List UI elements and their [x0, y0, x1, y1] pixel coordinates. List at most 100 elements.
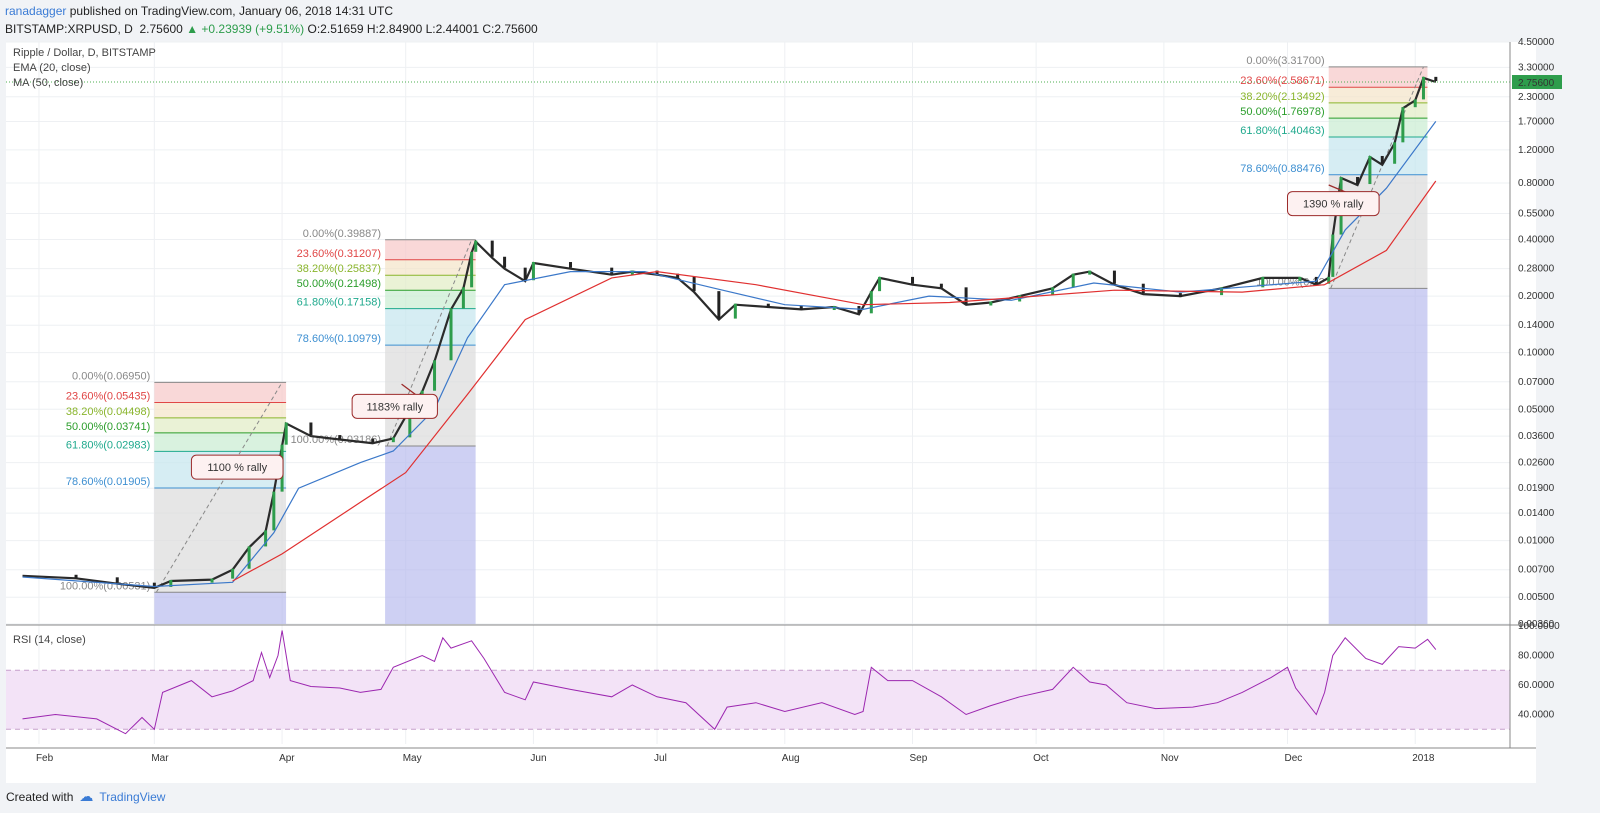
price-candle — [569, 262, 573, 268]
price-candle — [869, 291, 873, 314]
price-candle — [152, 582, 156, 587]
fib-level-label: 78.60%(0.10979) — [297, 333, 381, 345]
ma-series — [232, 180, 1437, 582]
ohlc-text: O:2.51659 H:2.84900 L:2.44001 C:2.75600 — [307, 22, 538, 36]
price-candle — [964, 287, 968, 304]
fib-extension-zone — [385, 446, 476, 624]
price-candle — [733, 303, 737, 319]
fib-level-label: 23.60%(0.31207) — [297, 248, 381, 260]
footer: Created with ☁ TradingView — [6, 788, 165, 805]
month-tick-label: 2018 — [1412, 753, 1435, 764]
price-candle — [1331, 234, 1335, 277]
price-candle — [74, 574, 78, 579]
fib-level-label: 100.00%(0.00531) — [60, 580, 151, 592]
rsi-series — [22, 630, 1437, 735]
fib-level-label: 61.80%(0.17158) — [297, 297, 381, 309]
price-tick-label: 0.00700 — [1518, 565, 1555, 576]
month-tick-label: May — [403, 753, 422, 764]
price-candle — [717, 291, 721, 319]
rsi-tick-label: 60.0000 — [1518, 680, 1555, 691]
fib-level-label: 50.00%(0.03741) — [66, 421, 150, 433]
rsi-tick-label: 40.0000 — [1518, 710, 1555, 721]
fib-level-label: 50.00%(0.21498) — [297, 278, 381, 290]
price-candle — [531, 262, 535, 281]
annotations: 1100 % rally 1183% rally 1390 % rally — [190, 184, 1380, 480]
price-candle — [115, 577, 119, 583]
ema-series — [22, 121, 1437, 588]
rally-callout-box — [1286, 191, 1380, 217]
change-text: ▲ +0.23939 (+9.51%) — [186, 22, 305, 36]
price-tick-label: 3.30000 — [1518, 62, 1555, 73]
rsi-panel — [6, 630, 1510, 735]
month-tick-label: Sep — [910, 753, 928, 764]
price-candle — [1112, 270, 1116, 284]
price-tick-label: 0.10000 — [1518, 348, 1555, 359]
price-tick-label: 0.01400 — [1518, 508, 1555, 519]
price-tick-label: 0.80000 — [1518, 178, 1555, 189]
price-lines — [6, 76, 1510, 590]
rsi-tick-label: 80.0000 — [1518, 651, 1555, 662]
price-tick-label: 1.20000 — [1518, 145, 1555, 156]
fib-band — [385, 259, 476, 276]
rally-callout-label: 1390 % rally — [1303, 199, 1364, 211]
price-tick-label: 0.40000 — [1518, 235, 1555, 246]
month-tick-label: Mar — [151, 753, 169, 764]
fib-level-label: 61.80%(1.40463) — [1240, 125, 1324, 137]
fib-band — [154, 432, 287, 452]
author-link[interactable]: ranadagger — [5, 4, 67, 18]
price-candle — [264, 530, 268, 547]
legend-ma: MA (50, close) — [13, 77, 84, 89]
price-tick-label: 0.20000 — [1518, 291, 1555, 302]
price-candle — [338, 435, 342, 440]
fib-extension-zone — [154, 592, 287, 624]
price-candle — [1088, 270, 1092, 275]
tradingview-brand-link[interactable]: TradingView — [99, 789, 166, 804]
price-candle — [799, 306, 803, 311]
chart-header: ranadagger published on TradingView.com,… — [5, 2, 538, 38]
legend-ema: EMA (20, close) — [13, 62, 91, 74]
price-candle — [878, 276, 882, 292]
fib-level-label: 78.60%(0.88476) — [1240, 163, 1324, 175]
fib-band — [1328, 87, 1428, 103]
price-candle — [766, 303, 770, 308]
rally-callout-box — [351, 393, 438, 419]
price-candle — [169, 579, 173, 587]
fib-band — [154, 417, 287, 433]
last-price-text: 2.75600 — [139, 22, 183, 36]
price-candle — [911, 276, 915, 284]
price-tick-label: 0.05000 — [1518, 404, 1555, 415]
price-candle — [470, 251, 474, 288]
price-candle — [210, 578, 214, 583]
published-text: published on TradingView.com, January 06… — [69, 4, 394, 18]
fib-band — [154, 402, 287, 418]
price-candle — [1327, 276, 1331, 284]
price-candle — [1178, 293, 1182, 298]
price-tick-label: 4.50000 — [1518, 37, 1555, 48]
price-tick-label: 0.01900 — [1518, 483, 1555, 494]
fib-band — [385, 275, 476, 291]
rsi-tick-label: 100.0000 — [1518, 621, 1560, 632]
price-candle — [247, 546, 251, 569]
price-candle — [939, 283, 943, 288]
rally-callout-label: 1100 % rally — [207, 462, 267, 474]
price-tick-label: 0.01000 — [1518, 536, 1555, 547]
price-candle — [1368, 155, 1372, 185]
price-candle — [461, 287, 465, 309]
price-candle — [1380, 155, 1384, 164]
price-candle — [1298, 276, 1302, 281]
price-candle — [655, 270, 659, 275]
fib-band — [385, 239, 476, 260]
price-candle — [1434, 76, 1438, 82]
fib-level-label: 50.00%(1.76978) — [1240, 106, 1324, 118]
fib-trend-line — [155, 382, 283, 593]
price-tick-label: 0.14000 — [1518, 320, 1555, 331]
fib-band — [1328, 102, 1428, 119]
price-candle — [371, 438, 375, 443]
fib-level-label: 38.20%(0.25837) — [297, 263, 381, 275]
fib-band — [1328, 118, 1428, 138]
tradingview-logo-icon: ☁ — [79, 788, 94, 804]
price-candle — [630, 270, 634, 275]
price-tick-label: 0.03600 — [1518, 431, 1555, 442]
month-tick-label: Feb — [36, 753, 54, 764]
fib-level-label: 78.60%(0.01905) — [66, 476, 150, 488]
